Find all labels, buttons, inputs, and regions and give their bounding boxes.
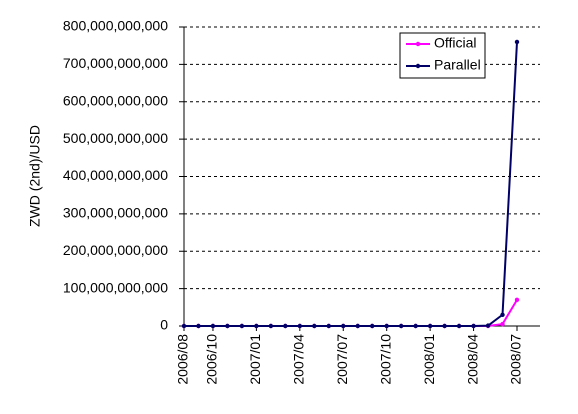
y-tick-label: 500,000,000,000	[63, 130, 168, 146]
series-line	[184, 299, 518, 327]
point	[485, 323, 491, 328]
point	[370, 323, 375, 329]
point	[283, 323, 288, 329]
point	[355, 323, 360, 329]
point	[196, 323, 201, 329]
point	[500, 312, 505, 317]
y-tick-label: 200,000,000,000	[63, 242, 168, 258]
legend-label: Parallel	[434, 57, 481, 73]
x-tick-label: 2008/04	[464, 334, 480, 385]
point	[398, 323, 404, 329]
y-tick-label: 400,000,000,000	[63, 167, 168, 183]
point	[514, 39, 520, 45]
y-axis-label: ZWD (2nd)/USD	[27, 125, 43, 227]
x-tick-label: 2007/07	[334, 334, 350, 385]
y-tick-label: 800,000,000,000	[63, 18, 168, 34]
legend-box	[399, 32, 486, 79]
y-tick-label: 300,000,000,000	[63, 205, 168, 221]
y-tick-label: 700,000,000,000	[63, 55, 168, 71]
point	[239, 323, 245, 329]
x-tick-label: 2006/08	[175, 334, 191, 385]
point	[326, 323, 331, 329]
x-tick-label: 2008/01	[421, 334, 437, 385]
point	[225, 323, 230, 329]
point	[500, 321, 505, 327]
point	[442, 323, 447, 329]
point	[413, 323, 418, 329]
point	[384, 323, 389, 329]
point	[427, 323, 433, 329]
y-tick-label: 600,000,000,000	[63, 92, 168, 108]
y-tick-label: 0	[160, 317, 168, 333]
point	[471, 323, 476, 329]
legend-marker	[415, 41, 421, 47]
point	[210, 323, 216, 329]
x-tick-label: 2007/04	[291, 334, 307, 385]
legend-marker	[415, 63, 421, 69]
point	[254, 323, 259, 329]
point	[297, 323, 303, 329]
series-line	[184, 41, 518, 327]
point	[456, 323, 462, 329]
legend-label: Official	[434, 35, 477, 51]
point	[514, 297, 520, 303]
x-tick-label: 2007/01	[247, 334, 263, 385]
x-tick-label: 2008/07	[508, 334, 524, 385]
point	[181, 323, 187, 329]
y-tick-label: 100,000,000,000	[63, 279, 168, 295]
x-tick-label: 2007/10	[377, 334, 393, 385]
point	[312, 323, 317, 329]
point	[268, 323, 274, 329]
point	[341, 323, 346, 329]
x-tick-label: 2006/10	[204, 334, 220, 385]
